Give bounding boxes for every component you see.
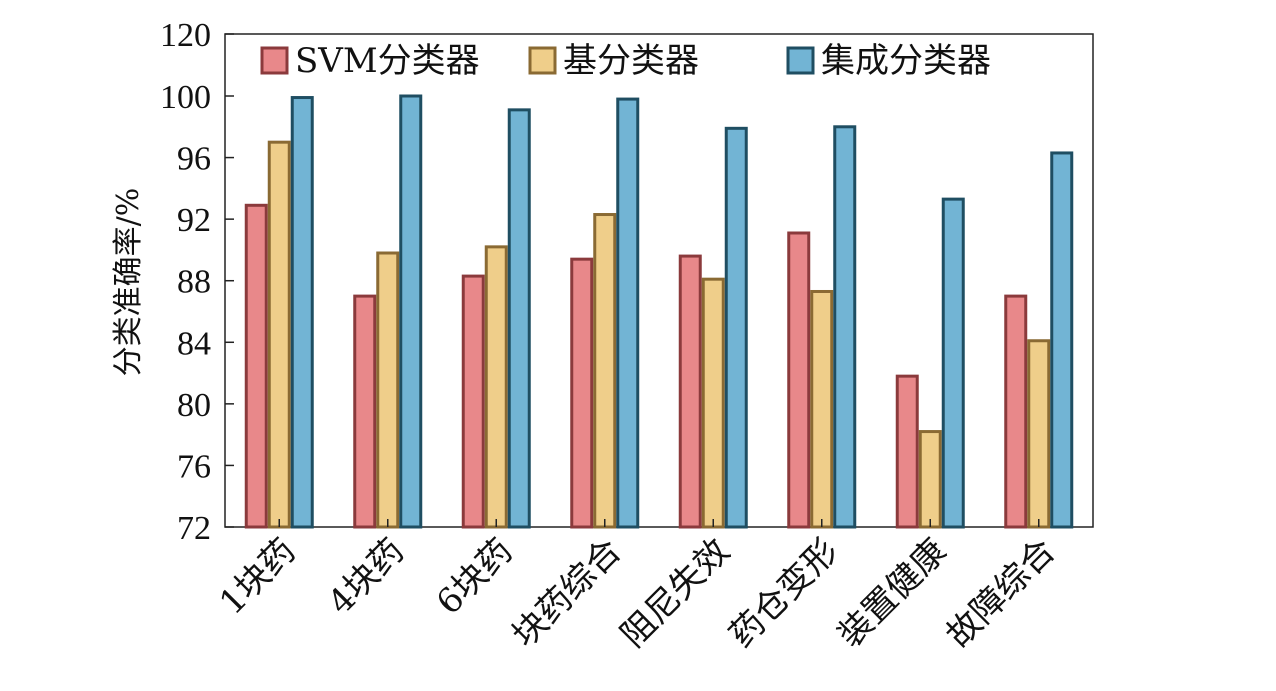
bar-2-5 <box>701 277 725 529</box>
bar-1-6 <box>787 231 811 529</box>
x-tick-label: 1块药 <box>212 531 304 623</box>
bar-3-5 <box>724 126 748 529</box>
y-axis-label: 分类准确率/% <box>111 188 146 377</box>
legend-swatch <box>260 46 289 75</box>
bar-1-7 <box>895 374 919 529</box>
y-tick-label: 72 <box>177 510 211 547</box>
bar-1-2 <box>353 294 377 529</box>
bar-3-6 <box>833 125 857 529</box>
legend-label: 基分类器 <box>563 41 699 81</box>
bar-1-1 <box>244 203 268 529</box>
bars-group <box>244 94 1074 529</box>
x-tick-label: 6块药 <box>429 531 521 623</box>
bar-2-3 <box>484 245 508 529</box>
bar-3-7 <box>941 197 965 529</box>
legend-swatch <box>528 46 557 75</box>
legend: SVM分类器 基分类器 集成分类器 <box>260 41 991 81</box>
y-tick-label: 96 <box>177 141 211 178</box>
y-tick-label: 88 <box>177 264 211 301</box>
x-tick-label: 块药综合 <box>505 531 629 655</box>
legend-label: 集成分类器 <box>821 41 991 81</box>
y-tick-label: 84 <box>177 325 211 362</box>
legend-swatch <box>786 46 815 75</box>
y-tick-label: 80 <box>177 387 211 424</box>
bar-1-8 <box>1004 294 1028 529</box>
y-tick-label: 76 <box>177 448 211 485</box>
x-tick-label: 阻尼失效 <box>613 531 737 655</box>
y-tick-label: 100 <box>160 79 211 116</box>
x-tick-label: 4块药 <box>320 531 412 623</box>
y-tick-label: 92 <box>177 202 211 239</box>
bar-3-3 <box>507 108 531 529</box>
bar-2-2 <box>376 251 400 529</box>
legend-label: SVM分类器 <box>295 41 480 81</box>
x-tick-label: 装置健康 <box>830 531 954 655</box>
x-tick-label: 药仓变形 <box>722 531 846 655</box>
bar-1-4 <box>570 257 594 529</box>
x-tick-label: 故障综合 <box>939 531 1063 655</box>
bar-3-8 <box>1050 151 1074 529</box>
bar-3-4 <box>616 97 640 529</box>
bar-3-1 <box>290 96 314 529</box>
bar-2-1 <box>267 140 291 529</box>
bar-1-3 <box>461 274 485 529</box>
bar-1-5 <box>678 254 702 529</box>
bar-2-7 <box>918 430 942 529</box>
bar-2-4 <box>593 213 617 529</box>
bar-2-8 <box>1027 339 1051 529</box>
bar-3-2 <box>399 94 423 529</box>
bar-2-6 <box>810 289 834 529</box>
y-tick-label: 120 <box>160 17 211 54</box>
